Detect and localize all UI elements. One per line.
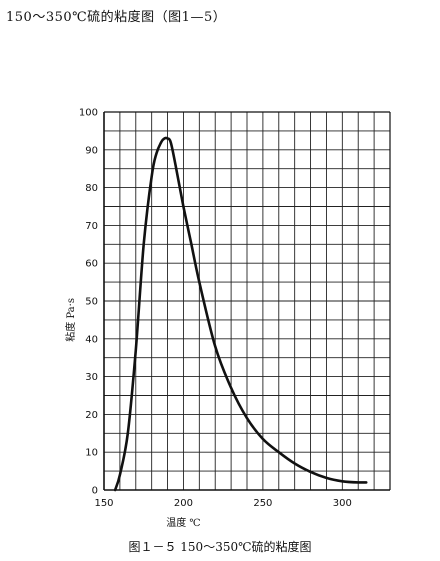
y-tick-label: 30: [85, 372, 98, 383]
y-tick-label: 10: [85, 448, 98, 459]
y-axis-title: 粘度 Pa·s: [64, 298, 77, 342]
tick-labels: 0 10 20 30 40 50 60 70 80 90 100 150 200 250 300: [79, 108, 352, 510]
series: [113, 136, 368, 492]
y-tick-label: 20: [85, 410, 98, 421]
x-tick-label: 150: [94, 498, 113, 509]
y-tick-label: 70: [85, 221, 98, 232]
page-heading: 150～350℃硫的粘度图（图1—5）: [6, 10, 227, 25]
figure-caption: 图１－５ 150～350℃硫的粘度图: [128, 540, 312, 554]
y-tick-label: 0: [92, 486, 98, 497]
x-axis-title: 温度 ℃: [166, 516, 200, 529]
viscosity-curve: [113, 136, 368, 492]
y-tick-label: 90: [85, 145, 98, 156]
x-tick-label: 200: [174, 498, 193, 509]
grid: [104, 112, 390, 490]
y-tick-label: 40: [85, 334, 98, 345]
y-tick-label: 50: [85, 297, 98, 308]
y-tick-label: 80: [85, 183, 98, 194]
axes: [103, 111, 391, 491]
y-tick-label: 60: [85, 259, 98, 270]
x-tick-label: 250: [253, 498, 272, 509]
y-tick-label: 100: [79, 108, 98, 119]
x-tick-label: 300: [333, 498, 352, 509]
